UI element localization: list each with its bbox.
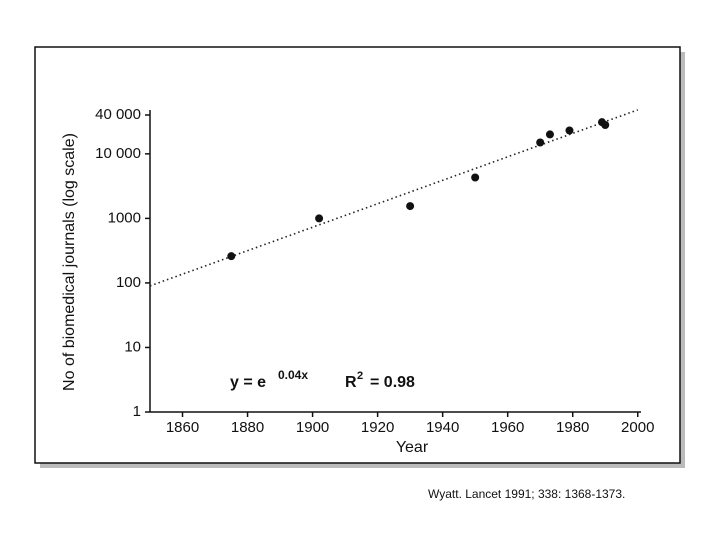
data-point bbox=[471, 173, 480, 182]
data-point bbox=[601, 120, 610, 129]
data-point bbox=[536, 138, 545, 147]
x-tick-label: 1980 bbox=[556, 419, 589, 436]
y-tick-label: 40 000 bbox=[95, 106, 141, 123]
data-point bbox=[406, 202, 415, 211]
data-point bbox=[545, 130, 554, 139]
equation: y = e 0.04x R 2 = 0.98 bbox=[230, 367, 415, 391]
y-tick-label: 1 bbox=[133, 403, 141, 420]
x-tick-label: 1900 bbox=[296, 419, 329, 436]
data-point bbox=[565, 126, 574, 135]
data-point bbox=[315, 214, 324, 223]
x-tick-label: 1860 bbox=[166, 419, 199, 436]
x-tick-label: 2000 bbox=[621, 419, 654, 436]
y-axis-label: No of biomedical journals (log scale) bbox=[61, 133, 78, 391]
x-tick-label: 1920 bbox=[361, 419, 394, 436]
x-tick-label: 1940 bbox=[426, 419, 459, 436]
eq-r: R bbox=[345, 374, 357, 391]
x-axis-label: Year bbox=[396, 439, 429, 456]
caption: Wyatt. Lancet 1991; 338: 1368-1373. bbox=[428, 487, 625, 501]
frame bbox=[34, 46, 681, 464]
y-tick-label: 1000 bbox=[108, 209, 141, 226]
eq-r-value: = 0.98 bbox=[370, 374, 415, 391]
x-tick-label: 1960 bbox=[491, 419, 524, 436]
y-tick-label: 10 000 bbox=[95, 145, 141, 162]
y-tick-label: 10 bbox=[124, 338, 141, 355]
eq-r-sup: 2 bbox=[357, 370, 363, 382]
x-tick-label: 1880 bbox=[231, 419, 264, 436]
eq-base: y = e bbox=[230, 374, 266, 391]
data-point bbox=[227, 252, 236, 261]
y-tick-label: 100 bbox=[116, 274, 141, 291]
eq-exponent: 0.04x bbox=[278, 368, 308, 382]
